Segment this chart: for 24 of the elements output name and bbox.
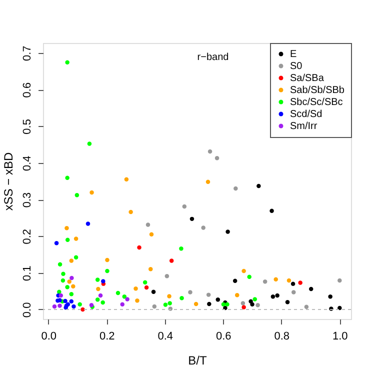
y-tick-label: 0.4 [22, 156, 34, 172]
legend-label: Sbc/Sc/SBc [290, 97, 343, 108]
y-tick-label: 0.1 [22, 266, 34, 281]
x-tick-label: 0.2 [99, 330, 115, 342]
x-tick-label: 1.0 [332, 330, 348, 342]
legend-label: Sab/Sb/SBb [290, 85, 345, 96]
x-tick-label: 0.4 [158, 330, 174, 342]
x-axis-title: B/T [188, 354, 208, 368]
x-tick-label: 0.8 [274, 330, 290, 342]
x-tick-label: 0.0 [41, 330, 57, 342]
legend-label: Sa/SBa [290, 73, 324, 84]
legend-label: Scd/Sd [290, 109, 322, 120]
y-tick-label: 0.5 [22, 119, 34, 134]
x-tick-label: 0.6 [216, 330, 232, 342]
legend-label: Sm/Irr [290, 121, 318, 132]
legend-label: S0 [290, 61, 303, 72]
annotation: r−band [197, 52, 229, 63]
y-tick-label: 0.0 [22, 302, 34, 318]
legend-label: E [290, 49, 297, 60]
y-tick-label: 0.3 [22, 192, 34, 208]
y-tick-label: 0.2 [22, 229, 34, 244]
y-tick-label: 0.7 [22, 46, 34, 62]
y-axis-title: xSS − xBD [2, 152, 16, 211]
y-tick-label: 0.6 [22, 82, 34, 98]
